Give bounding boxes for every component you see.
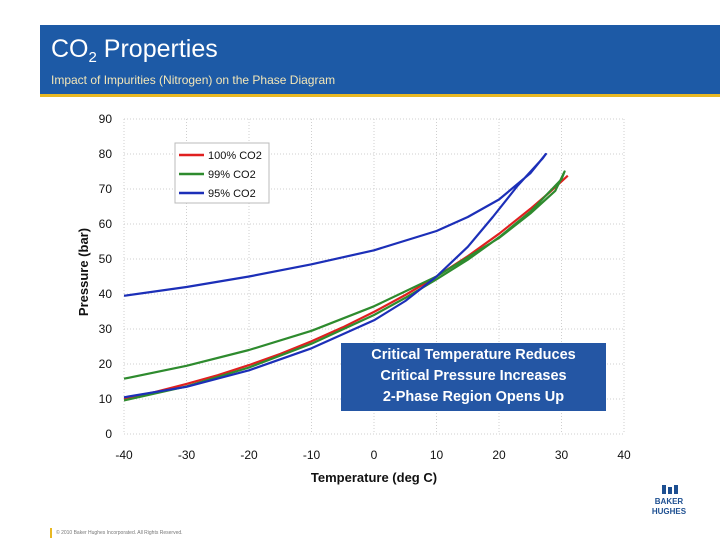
legend-label: 99% CO2 <box>208 169 256 181</box>
callout-line-3: 2-Phase Region Opens Up <box>382 389 565 405</box>
title-rest: Properties <box>96 35 218 63</box>
logo-bar-1 <box>662 485 666 494</box>
x-axis-label: Temperature (deg C) <box>311 470 437 485</box>
legend-label: 100% CO2 <box>208 150 262 162</box>
x-tick-label: -30 <box>178 448 196 462</box>
legend-label: 95% CO2 <box>208 188 256 200</box>
logo-text-baker: BAKER <box>655 497 684 506</box>
slide-subtitle: Impact of Impurities (Nitrogen) on the P… <box>51 73 336 87</box>
callout-line-2: Critical Pressure Increases <box>380 368 567 384</box>
series-lines <box>123 152 569 402</box>
y-tick-label: 10 <box>99 392 113 406</box>
tick-labels: -40 -30 -20 -10 0 10 20 30 40 0 10 20 30 40 50 60 70 80 90 <box>99 112 631 462</box>
baker-hughes-logo: BAKER HUGHES <box>652 485 687 516</box>
title-banner: CO2 Properties Impact of Impurities (Nit… <box>40 25 720 97</box>
y-tick-label: 30 <box>99 322 113 336</box>
series-line-0 <box>123 174 569 400</box>
x-tick-label: 10 <box>430 448 444 462</box>
slide-title: CO2 Properties <box>51 35 218 66</box>
logo-bar-2 <box>668 487 672 494</box>
series-line-2 <box>123 152 547 399</box>
legend: 100% CO2 99% CO2 95% CO2 <box>174 142 270 204</box>
x-tick-label: -40 <box>115 448 133 462</box>
y-tick-label: 70 <box>99 182 113 196</box>
x-tick-label: 0 <box>371 448 378 462</box>
y-tick-label: 50 <box>99 252 113 266</box>
x-tick-label: 20 <box>492 448 506 462</box>
x-tick-label: -20 <box>240 448 258 462</box>
y-tick-label: 80 <box>99 147 113 161</box>
y-tick-label: 90 <box>99 112 113 126</box>
footer-accent <box>50 528 52 538</box>
callout-line-1: Critical Temperature Reduces <box>371 347 576 363</box>
y-axis-label: Pressure (bar) <box>76 228 91 316</box>
y-tick-label: 40 <box>99 287 113 301</box>
callout-box: Critical Temperature Reduces Critical Pr… <box>341 343 606 411</box>
y-tick-label: 0 <box>105 427 112 441</box>
title-subscript: 2 <box>88 49 97 66</box>
y-tick-label: 20 <box>99 357 113 371</box>
series-line-1 <box>123 170 566 402</box>
logo-text-hughes: HUGHES <box>652 507 687 516</box>
x-tick-label: -10 <box>303 448 321 462</box>
copyright-footer: © 2010 Baker Hughes Incorporated. All Ri… <box>56 530 183 536</box>
title-main: CO <box>51 35 89 63</box>
y-tick-label: 60 <box>99 217 113 231</box>
x-tick-label: 40 <box>617 448 631 462</box>
x-tick-label: 30 <box>555 448 569 462</box>
logo-bar-3 <box>674 485 678 494</box>
